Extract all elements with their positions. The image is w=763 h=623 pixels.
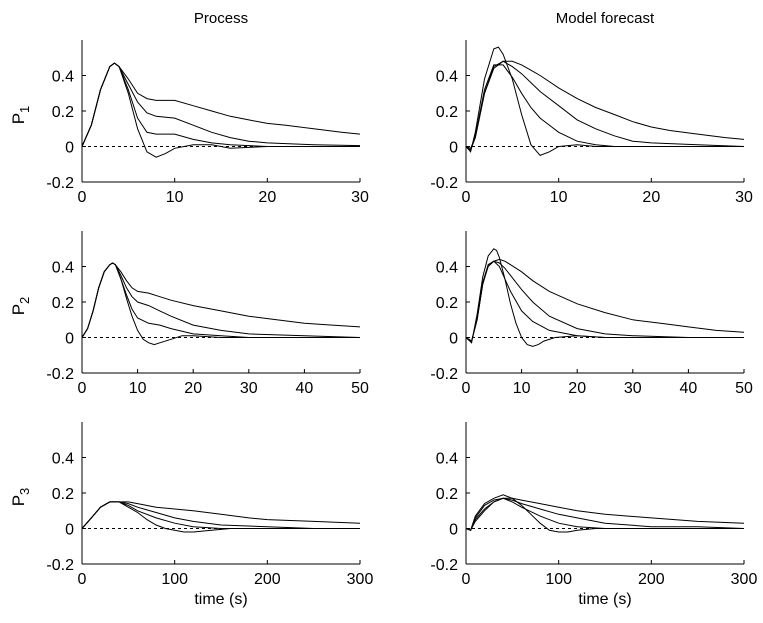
panel-6-xlabel: time (s) [578,591,631,608]
panel-2-xtick-label-0: 0 [462,189,471,206]
panel-5-ytick-label-0: -0.2 [46,557,74,574]
panel-4-xtick-label-3: 30 [624,380,642,397]
panel-6-xtick-label-1: 100 [545,571,572,588]
panel-3-xtick-label-3: 30 [240,380,258,397]
panel-4-xtick-label-2: 20 [568,380,586,397]
panel-3-xtick-label-0: 0 [78,380,87,397]
panel-4-series-4 [466,248,744,347]
panel-1-ylabel: P1 [9,106,32,125]
panel-3-ytick-label-3: 0.4 [52,260,74,277]
panel-2-series-3 [466,64,744,151]
panel-4: 0 10 20 30 40 50-0.200.20.4 [430,231,753,397]
panel-2-title: Model forecast [556,10,655,27]
panel-1-ytick-label-0: -0.2 [46,175,74,192]
panel-3-ytick-label-0: -0.2 [46,366,74,383]
panel-1-ytick-label-3: 0.4 [52,69,74,86]
panel-3-xtick-label-2: 20 [184,380,202,397]
panel-2-ytick-label-1: 0 [449,140,458,157]
panel-6-series-2 [466,497,744,531]
panel-2-ytick-label-2: 0.2 [436,104,458,121]
panel-2-series-4 [466,46,744,156]
panel-1-series-4 [82,62,360,158]
panel-1-ytick-label-1: 0 [65,140,74,157]
panel-6-ytick-label-1: 0 [449,522,458,539]
panel-6-series-1 [466,497,744,531]
panel-4-xtick-label-5: 50 [735,380,753,397]
panel-1-series-2 [82,62,360,147]
panel-4-xtick-label-1: 10 [513,380,531,397]
panel-4-ytick-label-1: 0 [449,331,458,348]
panel-3-ytick-label-2: 0.2 [52,295,74,312]
panel-5-series-2 [82,501,360,529]
panel-6-ytick-label-0: -0.2 [430,557,458,574]
panel-4-xtick-label-4: 40 [680,380,698,397]
panel-3-series-1 [82,262,360,338]
panel-3-xtick-label-5: 50 [351,380,369,397]
panel-2-ytick-label-0: -0.2 [430,175,458,192]
panel-5-ytick-label-1: 0 [65,522,74,539]
panel-1-xtick-label-3: 30 [351,189,369,206]
panel-2-xtick-label-2: 20 [642,189,660,206]
panel-5-xlabel: time (s) [194,591,247,608]
panel-2-xtick-label-1: 10 [550,189,568,206]
panel-4-ytick-label-0: -0.2 [430,366,458,383]
panel-2-series-2 [466,60,744,151]
panel-1-xtick-label-1: 10 [166,189,184,206]
panel-5-ylabel: P3 [9,488,32,507]
panel-2-series-1 [466,60,744,149]
panel-5-xtick-label-2: 200 [254,571,281,588]
panel-5-xtick-label-3: 300 [347,571,374,588]
panel-1-xtick-label-2: 20 [258,189,276,206]
panel-5-series-4 [82,501,360,533]
panel-4-ytick-label-3: 0.4 [436,260,458,277]
panel-2-xtick-label-3: 30 [735,189,753,206]
panel-3-series-4 [82,262,360,346]
panel-5-xtick-label-1: 100 [161,571,188,588]
panel-5-ytick-label-3: 0.4 [52,451,74,468]
panel-3: 0 10 20 30 40 50-0.200.20.4P2 [9,231,369,397]
panel-6-ytick-label-2: 0.2 [436,486,458,503]
panel-6-ytick-label-3: 0.4 [436,451,458,468]
panel-3-ylabel: P2 [9,297,32,316]
panel-5-ytick-label-2: 0.2 [52,486,74,503]
panel-5-xtick-label-0: 0 [78,571,87,588]
panel-6-xtick-label-0: 0 [462,571,471,588]
panel-6-series-4 [466,494,744,533]
panel-1-ytick-label-2: 0.2 [52,104,74,121]
panel-4-ytick-label-2: 0.2 [436,295,458,312]
panel-3-series-3 [82,262,360,338]
panel-2-ytick-label-3: 0.4 [436,69,458,86]
panel-3-xtick-label-4: 40 [296,380,314,397]
panel-1-title: Process [194,10,248,27]
panel-6-xtick-label-2: 200 [638,571,665,588]
panel-3-series-2 [82,262,360,338]
panel-3-xtick-label-1: 10 [129,380,147,397]
panel-6-xtick-label-3: 300 [731,571,758,588]
panel-1-xtick-label-0: 0 [78,189,87,206]
panel-4-xtick-label-0: 0 [462,380,471,397]
panel-3-ytick-label-1: 0 [65,331,74,348]
